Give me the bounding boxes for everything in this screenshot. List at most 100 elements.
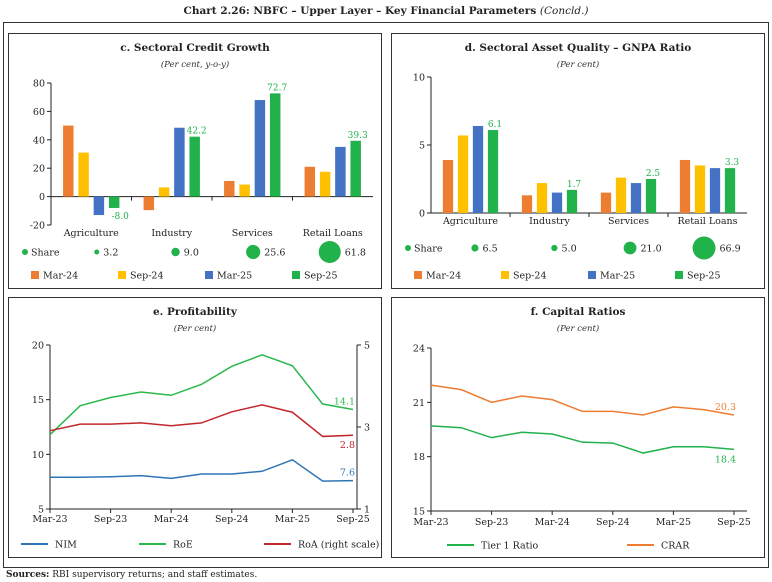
category-label: Agriculture [442,216,498,227]
legend-label: Mar-24 [426,271,461,282]
bar-sep-25 [724,168,736,213]
share-bubble [318,240,341,264]
share-legend-marker [22,249,28,255]
legend-label: Sep-25 [687,271,721,282]
line-nim [50,458,354,482]
legend-swatch [292,271,300,279]
category-label: Industry [529,216,570,227]
bar-sep-25 [189,136,200,197]
bar-sep-24 [615,177,627,213]
legend-swatch [675,271,683,279]
legend-swatch [118,271,126,279]
x-tick-label: Mar-25 [275,514,310,525]
line-roe [49,354,354,436]
y-tick-label: 10 [413,73,425,84]
y-tick-label: 20 [32,341,44,352]
category-label: Agriculture [63,228,119,239]
chart-subtitle: (Per cent, y-o-y) [161,59,229,70]
bar-sep-25 [487,130,499,213]
end-value-label: 2.8 [340,440,355,451]
bar-mar-24 [224,180,235,197]
share-value: 3.2 [103,248,118,259]
line-crar [430,384,735,416]
bar-sep-25 [566,189,578,213]
legend-swatch [205,271,213,279]
share-value: 9.0 [184,248,199,259]
share-value: 6.5 [483,244,498,255]
chart-subtitle: (Per cent) [557,59,599,70]
y-tick-label: 60 [33,107,45,118]
chart-title: c. Sectoral Credit Growth [120,42,270,54]
share-bubble [246,244,261,260]
y2-tick-label: 5 [364,341,370,352]
bar-mar-24 [143,196,155,211]
y-tick-label: 40 [33,135,45,146]
share-bubble [551,244,558,252]
share-value: 21.0 [641,244,662,255]
end-value-label: 20.3 [715,402,736,413]
x-tick-label: Mar-24 [535,517,570,528]
bar-sep-24 [239,184,250,197]
bar-data-label: 72.7 [267,83,287,93]
bar-mar-25 [709,168,721,213]
chart-svg: c. Sectoral Credit Growth (Per cent, y-o-… [22,42,373,282]
share-bubble [94,249,100,255]
legend-label: Tier 1 Ratio [481,541,539,552]
bar-sep-24 [536,183,548,213]
legend-label: RoE [173,540,193,551]
share-legend-marker [405,245,411,251]
x-tick-label: Sep-23 [475,517,509,528]
category-label: Services [232,228,273,239]
chart-subtitle: (Per cent) [557,323,599,334]
y-tick-label: 10 [32,450,44,461]
x-tick-label: Sep-23 [94,514,128,525]
x-tick-label: Mar-23 [413,517,448,528]
share-value: 61.8 [345,248,366,259]
share-bubble [692,236,716,260]
chart-svg: d. Sectoral Asset Quality – GNPA Ratio (P… [405,42,747,282]
y-tick-label: 18 [413,452,425,463]
y2-tick-label: 3 [364,423,370,434]
bar-mar-24 [600,192,612,213]
legend-label: RoA (right scale) [298,540,379,551]
y-tick-label: 0 [39,192,45,203]
bar-data-label: 39.3 [348,131,368,141]
share-bubble [623,241,637,255]
y-tick-label: 15 [32,395,44,406]
bar-data-label: 3.3 [725,158,740,168]
y2-tick-label: 1 [364,505,370,516]
x-tick-label: Sep-25 [717,517,751,528]
y-tick-label: 21 [413,398,425,409]
category-label: Services [608,216,649,227]
legend-swatch [588,271,596,279]
bar-mar-25 [630,183,642,213]
legend-label: Sep-25 [304,271,338,282]
legend-label: Mar-25 [600,271,635,282]
bar-sep-25 [645,179,657,213]
bar-mar-24 [442,159,454,213]
line-roa [49,404,354,438]
y-tick-label: 80 [33,79,45,90]
sources-note: Sources: RBI supervisory returns; and st… [6,570,257,580]
chart-title: e. Profitability [153,306,238,318]
bar-mar-25 [254,100,266,197]
end-value-label: 7.6 [340,468,355,479]
share-legend-label: Share [414,244,443,255]
legend-label: Mar-24 [43,271,78,282]
legend-swatch [414,271,422,279]
y-tick-label: 15 [413,507,425,518]
share-value: 66.9 [720,244,741,255]
y-tick-label: 5 [38,505,44,516]
legend-swatch [501,271,509,279]
bar-mar-25 [174,127,185,197]
y-tick-label: 20 [33,164,45,175]
bar-data-label: 42.2 [187,127,207,137]
x-tick-label: Sep-24 [215,514,249,525]
figure-title-suffix: (Concld.) [539,5,589,17]
x-tick-label: Mar-23 [32,514,67,525]
x-tick-label: Sep-24 [596,517,630,528]
bar-sep-24 [158,187,170,197]
figure-title-text: Chart 2.26: NBFC – Upper Layer – Key Fin… [183,5,537,17]
bar-sep-24 [457,135,469,213]
